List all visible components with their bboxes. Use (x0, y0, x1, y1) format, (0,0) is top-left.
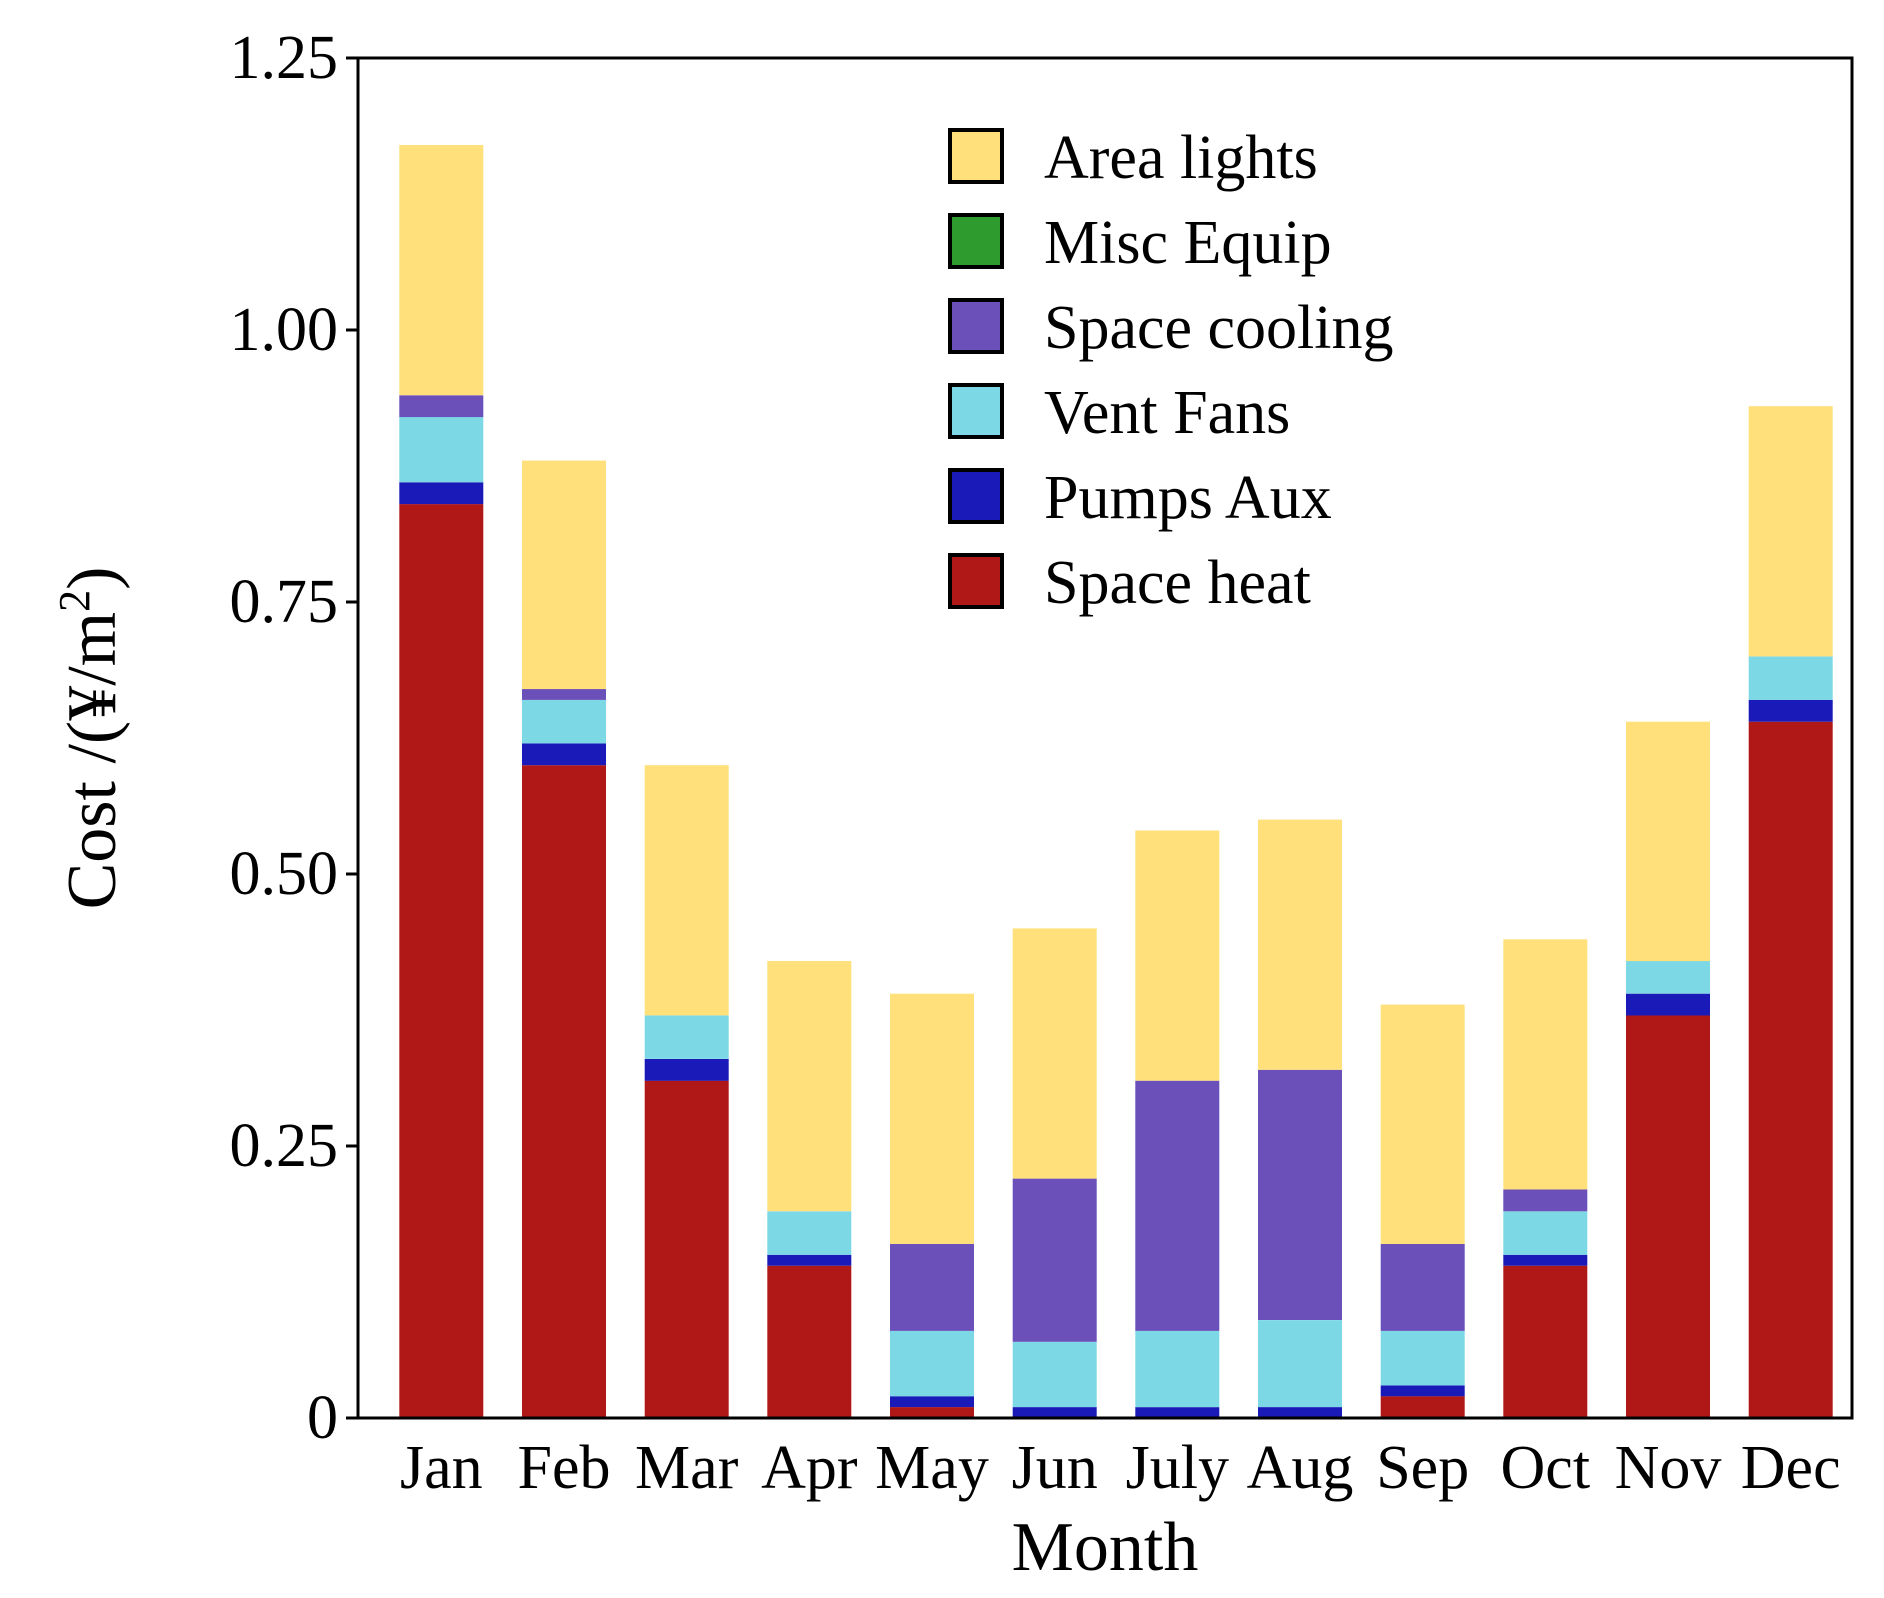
bar-dec-pumps-aux (1748, 699, 1833, 722)
bar-dec-space-heat (1748, 721, 1833, 1418)
bar-aug-vent-fans (1258, 1320, 1342, 1408)
x-tick-label-aug: Aug (1247, 1434, 1354, 1502)
legend-swatch-misc-equip (948, 213, 1004, 269)
y-tick-label: 1.25 (230, 24, 339, 92)
bar-jun-area-lights (1012, 928, 1097, 1179)
legend-swatch-pumps-aux (948, 468, 1004, 524)
bar-jun-vent-fans (1012, 1341, 1097, 1408)
y-axis: 0 0.25 0.50 0.75 1.00 1.25 (230, 24, 358, 1452)
bar-sep-space-cooling (1380, 1243, 1465, 1331)
bar-oct-space-cooling (1503, 1189, 1588, 1212)
bar-oct-pumps-aux (1503, 1254, 1588, 1266)
bar-sep-vent-fans (1380, 1331, 1465, 1386)
bar-sep-space-heat (1380, 1396, 1465, 1418)
y-axis-title-main: Cost /(¥/m (54, 612, 131, 910)
x-tick-label-nov: Nov (1615, 1434, 1722, 1502)
bar-nov-area-lights (1626, 721, 1710, 962)
x-tick-label-sep: Sep (1376, 1434, 1469, 1502)
x-tick-label-jan: Jan (400, 1434, 483, 1502)
legend-label-space-cooling: Space cooling (1044, 294, 1394, 362)
y-axis-title: Cost /(¥/m2) (50, 567, 131, 910)
y-tick-label: 0.75 (230, 568, 339, 636)
bars-group (399, 145, 1833, 1419)
plot-frame (356, 56, 1854, 1420)
bar-oct-space-heat (1503, 1265, 1588, 1418)
x-tick-label-feb: Feb (518, 1434, 611, 1502)
plot-border (356, 56, 1854, 1420)
bar-mar-pumps-aux (644, 1059, 729, 1081)
bar-jun-space-cooling (1012, 1178, 1097, 1342)
legend-label-pumps-aux: Pumps Aux (1044, 464, 1332, 532)
x-axis-title: Month (1012, 1509, 1199, 1586)
bar-jan-space-heat (399, 504, 484, 1419)
bar-july-vent-fans (1135, 1331, 1220, 1408)
x-tick-label-apr: Apr (761, 1434, 858, 1502)
legend-label-space-heat: Space heat (1044, 549, 1311, 617)
bar-feb-space-heat (522, 765, 606, 1418)
y-axis-title-close: ) (54, 567, 131, 590)
x-tick-label-mar: Mar (635, 1434, 739, 1502)
x-tick-label-july: July (1126, 1434, 1229, 1502)
bar-july-area-lights (1135, 830, 1220, 1081)
legend-swatch-space-cooling (948, 298, 1004, 354)
bar-jan-vent-fans (399, 417, 484, 483)
x-tick-label-dec: Dec (1741, 1434, 1841, 1502)
legend-swatch-vent-fans (948, 383, 1004, 439)
bar-aug-space-cooling (1258, 1069, 1342, 1320)
bar-sep-area-lights (1380, 1004, 1465, 1244)
y-tick-label: 0.50 (230, 840, 339, 908)
bar-nov-space-heat (1626, 1015, 1710, 1418)
bar-july-space-cooling (1135, 1080, 1220, 1331)
bar-jun-pumps-aux (1012, 1407, 1097, 1418)
legend-swatch-space-heat (948, 553, 1004, 609)
bar-mar-vent-fans (644, 1015, 729, 1059)
bar-may-space-cooling (890, 1243, 974, 1331)
bar-nov-vent-fans (1626, 961, 1710, 994)
bar-mar-space-heat (644, 1080, 729, 1418)
bar-aug-pumps-aux (1258, 1407, 1342, 1418)
legend-label-area-lights: Area lights (1044, 124, 1318, 192)
y-tick-label: 0 (307, 1384, 338, 1452)
bar-apr-area-lights (767, 961, 852, 1212)
legend-label-vent-fans: Vent Fans (1044, 379, 1290, 447)
bar-apr-space-heat (767, 1265, 852, 1418)
bar-jan-pumps-aux (399, 482, 484, 505)
bar-feb-pumps-aux (522, 743, 606, 766)
bar-nov-pumps-aux (1626, 993, 1710, 1016)
bar-mar-area-lights (644, 765, 729, 1016)
x-tick-label-oct: Oct (1501, 1434, 1591, 1502)
x-axis: Jan Feb Mar Apr May Jun July Aug Sep Oct Nov Dec (400, 1434, 1841, 1502)
bar-feb-area-lights (522, 460, 606, 690)
legend: Area lights Misc Equip Space cooling Vent F… (948, 124, 1394, 617)
bar-dec-vent-fans (1748, 656, 1833, 700)
bar-july-pumps-aux (1135, 1407, 1220, 1418)
y-tick-label: 1.00 (230, 296, 339, 364)
bar-apr-vent-fans (767, 1211, 852, 1255)
legend-label-misc-equip: Misc Equip (1044, 209, 1332, 277)
bar-feb-space-cooling (522, 689, 606, 700)
bar-jan-area-lights (399, 145, 484, 396)
bar-may-area-lights (890, 993, 974, 1244)
bar-oct-area-lights (1503, 939, 1588, 1190)
bar-apr-pumps-aux (767, 1254, 852, 1266)
legend-swatch-area-lights (948, 128, 1004, 184)
bar-sep-pumps-aux (1380, 1385, 1465, 1397)
bar-may-vent-fans (890, 1331, 974, 1397)
y-tick-label: 0.25 (230, 1112, 339, 1180)
bar-aug-area-lights (1258, 819, 1342, 1070)
bar-oct-vent-fans (1503, 1211, 1588, 1255)
x-tick-label-may: May (875, 1434, 989, 1502)
bar-may-pumps-aux (890, 1396, 974, 1408)
bar-jan-space-cooling (399, 395, 484, 418)
bar-feb-vent-fans (522, 699, 606, 744)
y-axis-title-superscript: 2 (50, 590, 99, 612)
bar-may-space-heat (890, 1407, 974, 1418)
bar-dec-area-lights (1748, 406, 1833, 657)
x-tick-label-jun: Jun (1012, 1434, 1098, 1502)
